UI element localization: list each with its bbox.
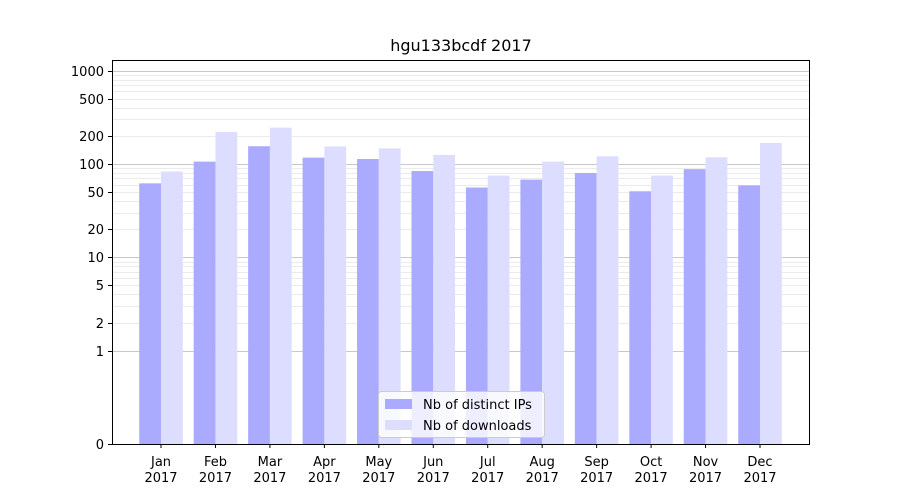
legend-swatch	[385, 420, 412, 430]
bar-distinct-ips	[357, 159, 379, 445]
bar-downloads	[324, 146, 347, 444]
x-axis: Jan2017Feb2017Mar2017Apr2017May2017Jun20…	[144, 444, 777, 486]
bar-distinct-ips	[465, 187, 488, 444]
bar-downloads	[433, 154, 456, 444]
x-tick-label-month: Jan	[150, 455, 171, 470]
y-tick-label: 1000	[71, 65, 104, 80]
y-axis: 0 1 2 5 10 20 50 100 200 500 1000	[71, 65, 112, 453]
bar-downloads	[596, 156, 619, 444]
x-tick-label-month: Jun	[422, 455, 443, 470]
bar-downloads	[705, 157, 728, 444]
y-tick-label: 50	[87, 186, 104, 201]
bar-downloads	[378, 148, 401, 444]
x-tick-label-month: Nov	[693, 455, 719, 470]
chart-title: hgu133bcdf 2017	[390, 36, 532, 55]
legend-swatch	[385, 399, 412, 409]
bar-distinct-ips	[302, 157, 325, 444]
y-tick-label: 10	[87, 251, 104, 266]
plot-frame	[112, 60, 810, 445]
x-tick-label-month: Apr	[313, 455, 336, 470]
x-tick-label-month: May	[365, 455, 392, 470]
bar-distinct-ips	[248, 146, 270, 444]
legend-label: Nb of distinct IPs	[423, 398, 532, 413]
x-tick-label-month: Jul	[479, 455, 496, 470]
x-tick-label-year: 2017	[580, 471, 613, 486]
legend-box	[378, 391, 545, 438]
bar-distinct-ips	[574, 173, 597, 444]
x-tick-label-year: 2017	[743, 471, 776, 486]
x-tick-label-year: 2017	[417, 471, 450, 486]
x-tick-label-year: 2017	[362, 471, 395, 486]
x-tick-label-month: Sep	[584, 455, 609, 470]
x-tick-label-year: 2017	[144, 471, 177, 486]
bars-layer	[139, 127, 782, 445]
x-tick-label-year: 2017	[689, 471, 722, 486]
bar-downloads	[269, 127, 292, 445]
bar-downloads	[487, 175, 510, 444]
bar-distinct-ips	[738, 185, 760, 444]
bar-downloads	[651, 175, 673, 444]
x-tick-label-month: Dec	[747, 455, 772, 470]
y-tick-label: 500	[79, 93, 104, 108]
legend: Nb of distinct IPs Nb of downloads	[378, 391, 545, 438]
bar-distinct-ips	[520, 179, 543, 444]
bar-downloads	[215, 132, 238, 444]
bar-distinct-ips	[629, 191, 652, 444]
y-tick-label: 1	[96, 345, 104, 360]
bar-downloads	[759, 142, 782, 444]
x-tick-label-month: Mar	[258, 455, 283, 470]
x-tick-label-year: 2017	[199, 471, 232, 486]
bar-downloads	[542, 161, 564, 444]
x-tick-label-month: Aug	[529, 455, 554, 470]
y-tick-label: 100	[79, 158, 104, 173]
x-tick-label-year: 2017	[635, 471, 668, 486]
bar-downloads	[161, 171, 183, 445]
y-tick-label: 5	[96, 279, 104, 294]
x-tick-label-month: Feb	[204, 455, 227, 470]
bar-distinct-ips	[683, 169, 706, 444]
x-tick-label-year: 2017	[308, 471, 341, 486]
x-tick-label-year: 2017	[253, 471, 286, 486]
x-tick-label-year: 2017	[471, 471, 504, 486]
y-tick-label: 200	[79, 130, 104, 145]
bar-distinct-ips	[139, 183, 162, 444]
y-tick-label: 20	[87, 223, 104, 238]
x-tick-label-year: 2017	[526, 471, 559, 486]
legend-label: Nb of downloads	[423, 419, 532, 434]
y-tick-label: 2	[96, 317, 104, 332]
bar-distinct-ips	[411, 171, 434, 444]
x-tick-label-month: Oct	[640, 455, 662, 470]
y-tick-label: 0	[96, 438, 104, 453]
bar-distinct-ips	[193, 161, 216, 444]
